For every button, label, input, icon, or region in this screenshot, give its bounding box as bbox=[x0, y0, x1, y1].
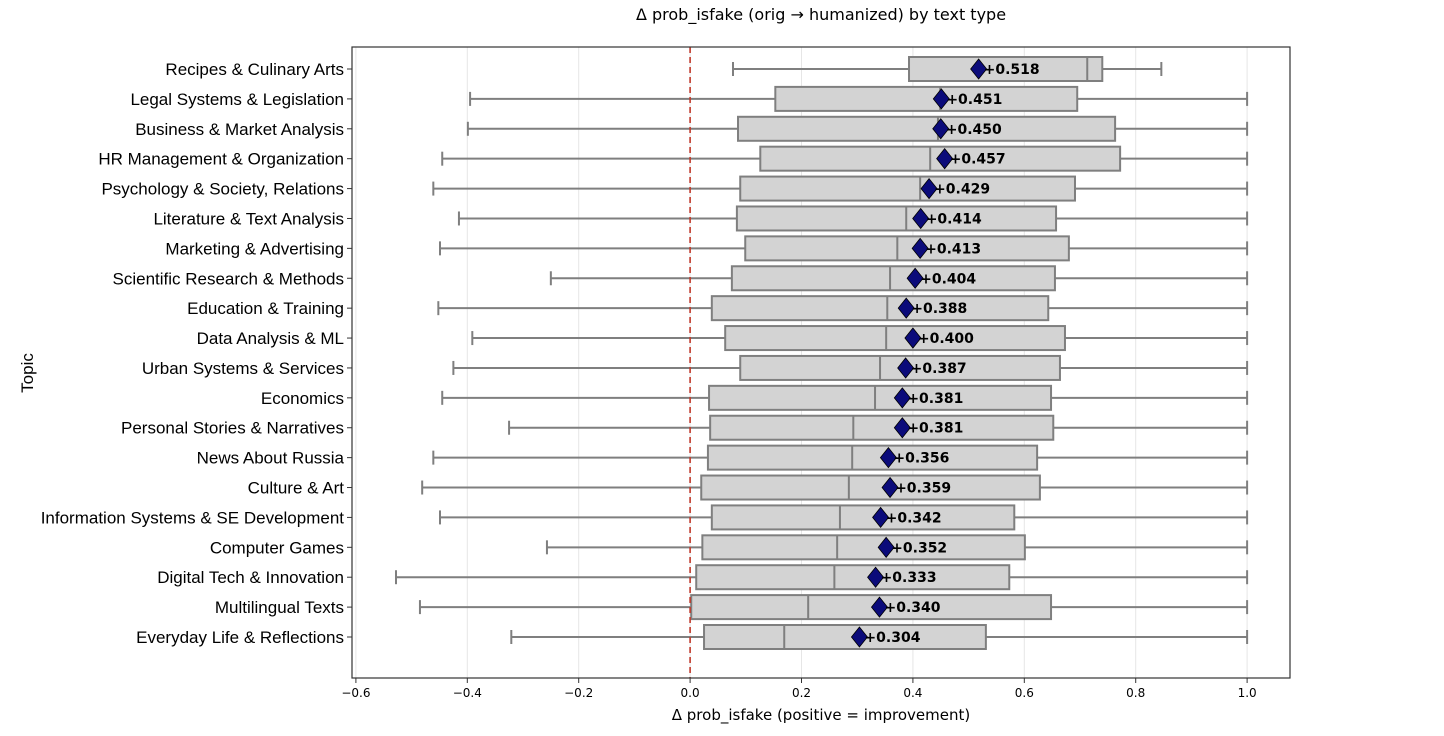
mean-label: +0.356 bbox=[893, 451, 949, 467]
y-tick-label: Marketing & Advertising bbox=[165, 239, 344, 258]
mean-marker bbox=[904, 327, 922, 349]
mean-label: +0.304 bbox=[864, 630, 920, 646]
y-tick-label: Business & Market Analysis bbox=[135, 120, 344, 139]
y-tick-label: Culture & Art bbox=[248, 479, 345, 498]
mean-label: +0.404 bbox=[920, 271, 976, 287]
box bbox=[695, 564, 1011, 591]
mean-marker bbox=[906, 267, 924, 289]
y-tick-label: Literature & Text Analysis bbox=[153, 209, 344, 228]
y-tick-label: Everyday Life & Reflections bbox=[136, 628, 344, 647]
y-tick-label: Recipes & Culinary Arts bbox=[165, 60, 344, 79]
mean-label: +0.352 bbox=[891, 540, 947, 556]
y-tick-label: Computer Games bbox=[210, 538, 344, 557]
box bbox=[710, 295, 1050, 322]
y-tick-label: Urban Systems & Services bbox=[142, 359, 344, 378]
mean-marker bbox=[920, 177, 938, 200]
y-tick-label: News About Russia bbox=[197, 449, 345, 468]
y-tick-label: Multilingual Texts bbox=[215, 598, 344, 617]
y-tick-label: Legal Systems & Legislation bbox=[130, 90, 344, 109]
box bbox=[737, 115, 1117, 142]
axes: −0.6 −0.4 −0.2 0.0 0.2 0.4 0.6 0.8 1.0 Recipes & … bbox=[41, 60, 1257, 700]
x-tick-label: −0.4 bbox=[453, 686, 482, 700]
chart-title: Δ prob_isfake (orig → humanized) by text… bbox=[636, 5, 1006, 25]
box bbox=[739, 354, 1061, 381]
x-tick-label: −0.6 bbox=[341, 686, 370, 700]
mean-marker bbox=[911, 237, 929, 260]
y-tick-label: Scientific Research & Methods bbox=[113, 269, 345, 288]
mean-label: +0.413 bbox=[925, 241, 981, 257]
mean-label: +0.457 bbox=[950, 152, 1006, 168]
mean-label: +0.340 bbox=[884, 600, 940, 616]
mean-label: +0.429 bbox=[934, 182, 990, 198]
box bbox=[735, 205, 1058, 232]
mean-label: +0.518 bbox=[984, 62, 1040, 78]
mean-label: +0.333 bbox=[881, 570, 937, 586]
box bbox=[700, 474, 1041, 501]
y-tick-label: Education & Training bbox=[187, 299, 344, 318]
box bbox=[744, 235, 1070, 262]
mean-marker bbox=[970, 58, 988, 80]
mean-marker bbox=[872, 506, 890, 529]
mean-marker bbox=[881, 476, 899, 499]
y-tick-label: Personal Stories & Narratives bbox=[121, 419, 344, 438]
box bbox=[709, 414, 1055, 441]
box bbox=[703, 624, 987, 650]
mean-label: +0.342 bbox=[886, 510, 942, 526]
mean-label: +0.387 bbox=[911, 361, 967, 377]
mean-label: +0.450 bbox=[946, 122, 1002, 138]
mean-label: +0.381 bbox=[907, 391, 963, 407]
y-tick-label: Information Systems & SE Development bbox=[41, 508, 345, 527]
x-tick-label: −0.2 bbox=[564, 686, 593, 700]
x-tick-label: 1.0 bbox=[1238, 686, 1257, 700]
box bbox=[701, 534, 1026, 561]
mean-marker bbox=[879, 446, 897, 469]
plot-marks: +0.518 +0.451 +0.450 +0.457 +0.429 +0.414 +0.4… bbox=[395, 47, 1249, 678]
x-axis-label: Δ prob_isfake (positive = improvement) bbox=[672, 706, 970, 725]
box bbox=[774, 85, 1079, 112]
y-tick-label: Data Analysis & ML bbox=[197, 329, 344, 348]
plot-frame bbox=[351, 46, 1291, 679]
y-tick-label: HR Management & Organization bbox=[98, 150, 344, 169]
box bbox=[708, 384, 1053, 411]
box bbox=[908, 56, 1104, 82]
mean-marker bbox=[893, 387, 911, 409]
mean-marker bbox=[877, 536, 895, 558]
x-tick-label: 0.6 bbox=[1015, 686, 1034, 700]
mean-marker bbox=[850, 626, 868, 648]
mean-marker bbox=[932, 118, 950, 140]
x-tick-label: 0.4 bbox=[903, 686, 922, 700]
mean-label: +0.400 bbox=[918, 331, 974, 347]
mean-label: +0.388 bbox=[911, 301, 967, 317]
mean-marker bbox=[912, 207, 930, 230]
y-tick-label: Psychology & Society, Relations bbox=[101, 180, 344, 199]
y-tick-label: Economics bbox=[261, 389, 344, 408]
mean-marker bbox=[870, 596, 888, 618]
y-tick-label: Digital Tech & Innovation bbox=[157, 568, 344, 587]
mean-marker bbox=[936, 148, 954, 170]
mean-marker bbox=[897, 297, 915, 319]
mean-marker bbox=[932, 88, 950, 110]
mean-marker bbox=[867, 566, 885, 588]
y-axis-label: Topic bbox=[18, 353, 37, 393]
box bbox=[724, 325, 1066, 352]
box bbox=[706, 444, 1039, 471]
mean-label: +0.381 bbox=[907, 421, 963, 437]
box bbox=[710, 504, 1016, 531]
mean-marker bbox=[897, 357, 915, 379]
mean-label: +0.359 bbox=[895, 481, 951, 497]
mean-label: +0.451 bbox=[946, 92, 1002, 108]
box bbox=[730, 265, 1056, 292]
box bbox=[739, 175, 1076, 202]
mean-label: +0.414 bbox=[926, 211, 982, 227]
mean-marker bbox=[893, 417, 911, 439]
x-tick-label: 0.2 bbox=[792, 686, 811, 700]
x-tick-label: 0.0 bbox=[681, 686, 700, 700]
x-tick-label: 0.8 bbox=[1126, 686, 1145, 700]
